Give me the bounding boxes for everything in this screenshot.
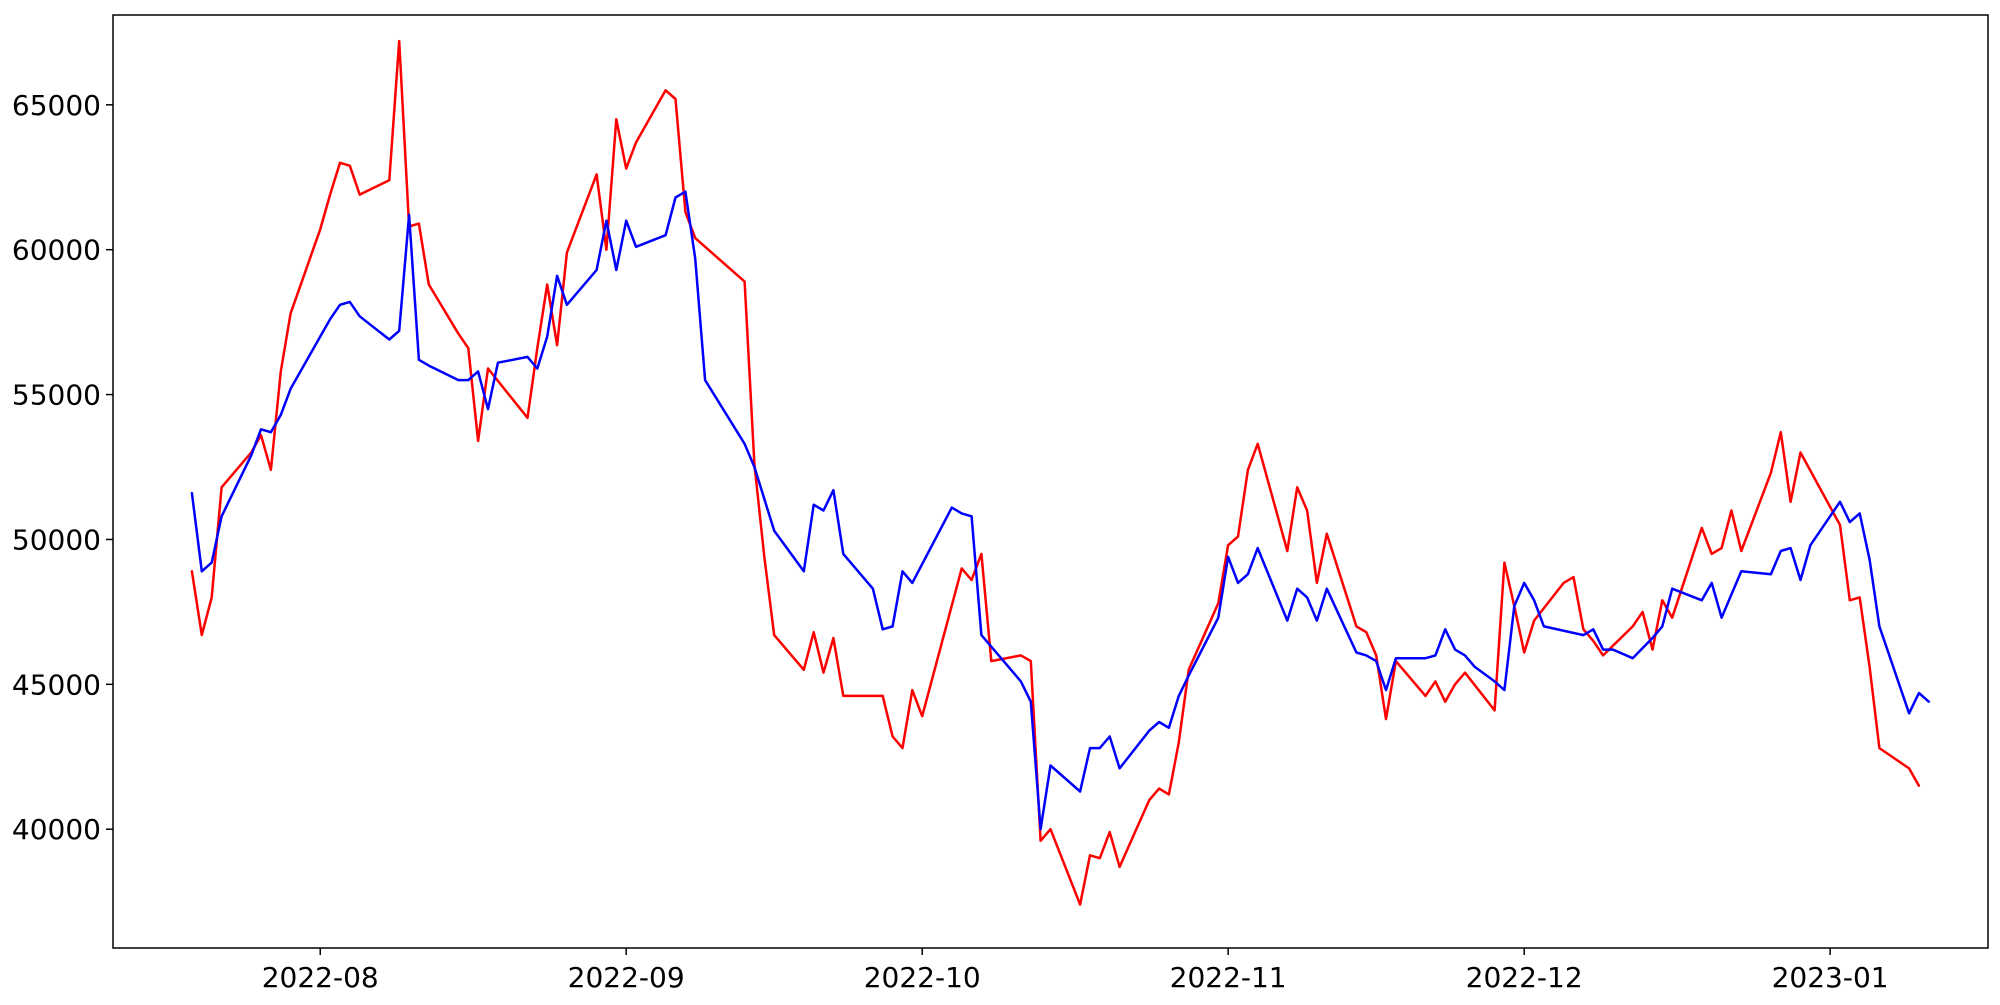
series-line-2 xyxy=(190,190,1931,831)
x-tick-label: 2022-12 xyxy=(1466,961,1583,994)
series-line-1 xyxy=(190,39,1921,906)
series-layer xyxy=(190,39,1931,906)
y-tick-label: 65000 xyxy=(12,89,101,122)
x-tick-label: 2022-10 xyxy=(864,961,981,994)
x-tick-label: 2022-11 xyxy=(1170,961,1287,994)
y-tick-label: 60000 xyxy=(12,234,101,267)
plot-frame xyxy=(112,14,1989,949)
y-tick-label: 50000 xyxy=(12,523,101,556)
x-tick-label: 2023-01 xyxy=(1772,961,1889,994)
x-tick-label: 2022-09 xyxy=(568,961,685,994)
y-tick-label: 40000 xyxy=(12,813,101,846)
y-tick-label: 45000 xyxy=(12,668,101,701)
y-tick-label: 55000 xyxy=(12,379,101,412)
x-axis: 2022-08 2022-09 2022-10 2022-11 2022-12 2023-… xyxy=(262,948,1889,994)
x-tick-label: 2022-08 xyxy=(262,961,379,994)
y-axis: 40000 45000 50000 55000 60000 65000 xyxy=(12,89,113,846)
